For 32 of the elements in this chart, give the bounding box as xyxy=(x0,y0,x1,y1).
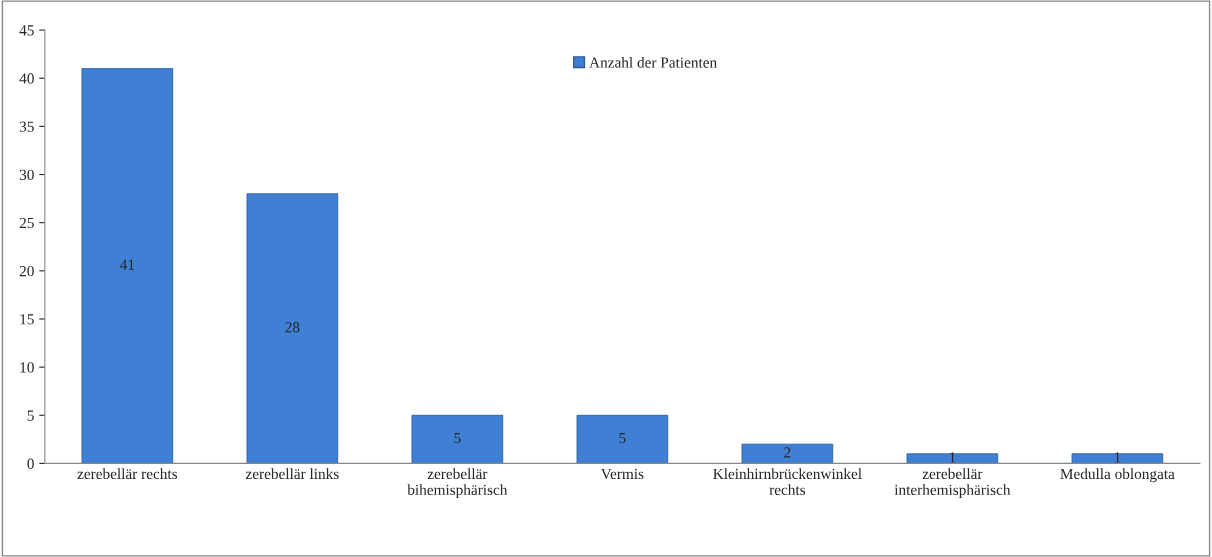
y-tick-label: 40 xyxy=(19,73,34,84)
y-tick-label: 5 xyxy=(27,410,34,421)
bar xyxy=(411,414,504,464)
x-tick-label: Medulla oblongata xyxy=(1060,468,1175,483)
y-tick-label: 25 xyxy=(19,217,34,229)
data-label: 5 xyxy=(619,433,626,444)
x-tick-label: zerebellär rechts xyxy=(77,468,178,480)
x-tick-label: zerebellär links xyxy=(245,468,339,480)
bar xyxy=(81,68,174,464)
data-label: 28 xyxy=(285,322,300,333)
x-tick-label: zerebellär bihemisphärisch xyxy=(407,468,508,499)
x-tick-label: Vermis xyxy=(600,468,644,480)
bar xyxy=(576,414,669,464)
y-tick-label: 10 xyxy=(20,362,34,373)
y-tick-label: 35 xyxy=(19,121,34,132)
bar xyxy=(1071,453,1164,464)
bar xyxy=(246,193,339,464)
bar xyxy=(741,443,834,464)
data-label: 1 xyxy=(949,452,956,463)
y-tick-label: 20 xyxy=(19,265,34,277)
x-tick-label: Kleinhirnbrückenwinkel rechts xyxy=(713,468,862,496)
y-tick-label: 15 xyxy=(20,314,34,325)
data-label: 2 xyxy=(784,447,791,458)
bar xyxy=(906,453,999,464)
legend-label: Anzahl der Patienten xyxy=(589,56,717,68)
y-tick-label: 30 xyxy=(19,169,34,180)
data-label: 5 xyxy=(454,433,461,444)
y-tick-label: 45 xyxy=(19,25,34,36)
y-tick-label: 0 xyxy=(27,458,34,469)
data-label: 1 xyxy=(1114,452,1121,463)
data-label: 41 xyxy=(120,259,135,270)
x-tick-label: zerebellär interhemisphärisch xyxy=(894,468,1011,499)
